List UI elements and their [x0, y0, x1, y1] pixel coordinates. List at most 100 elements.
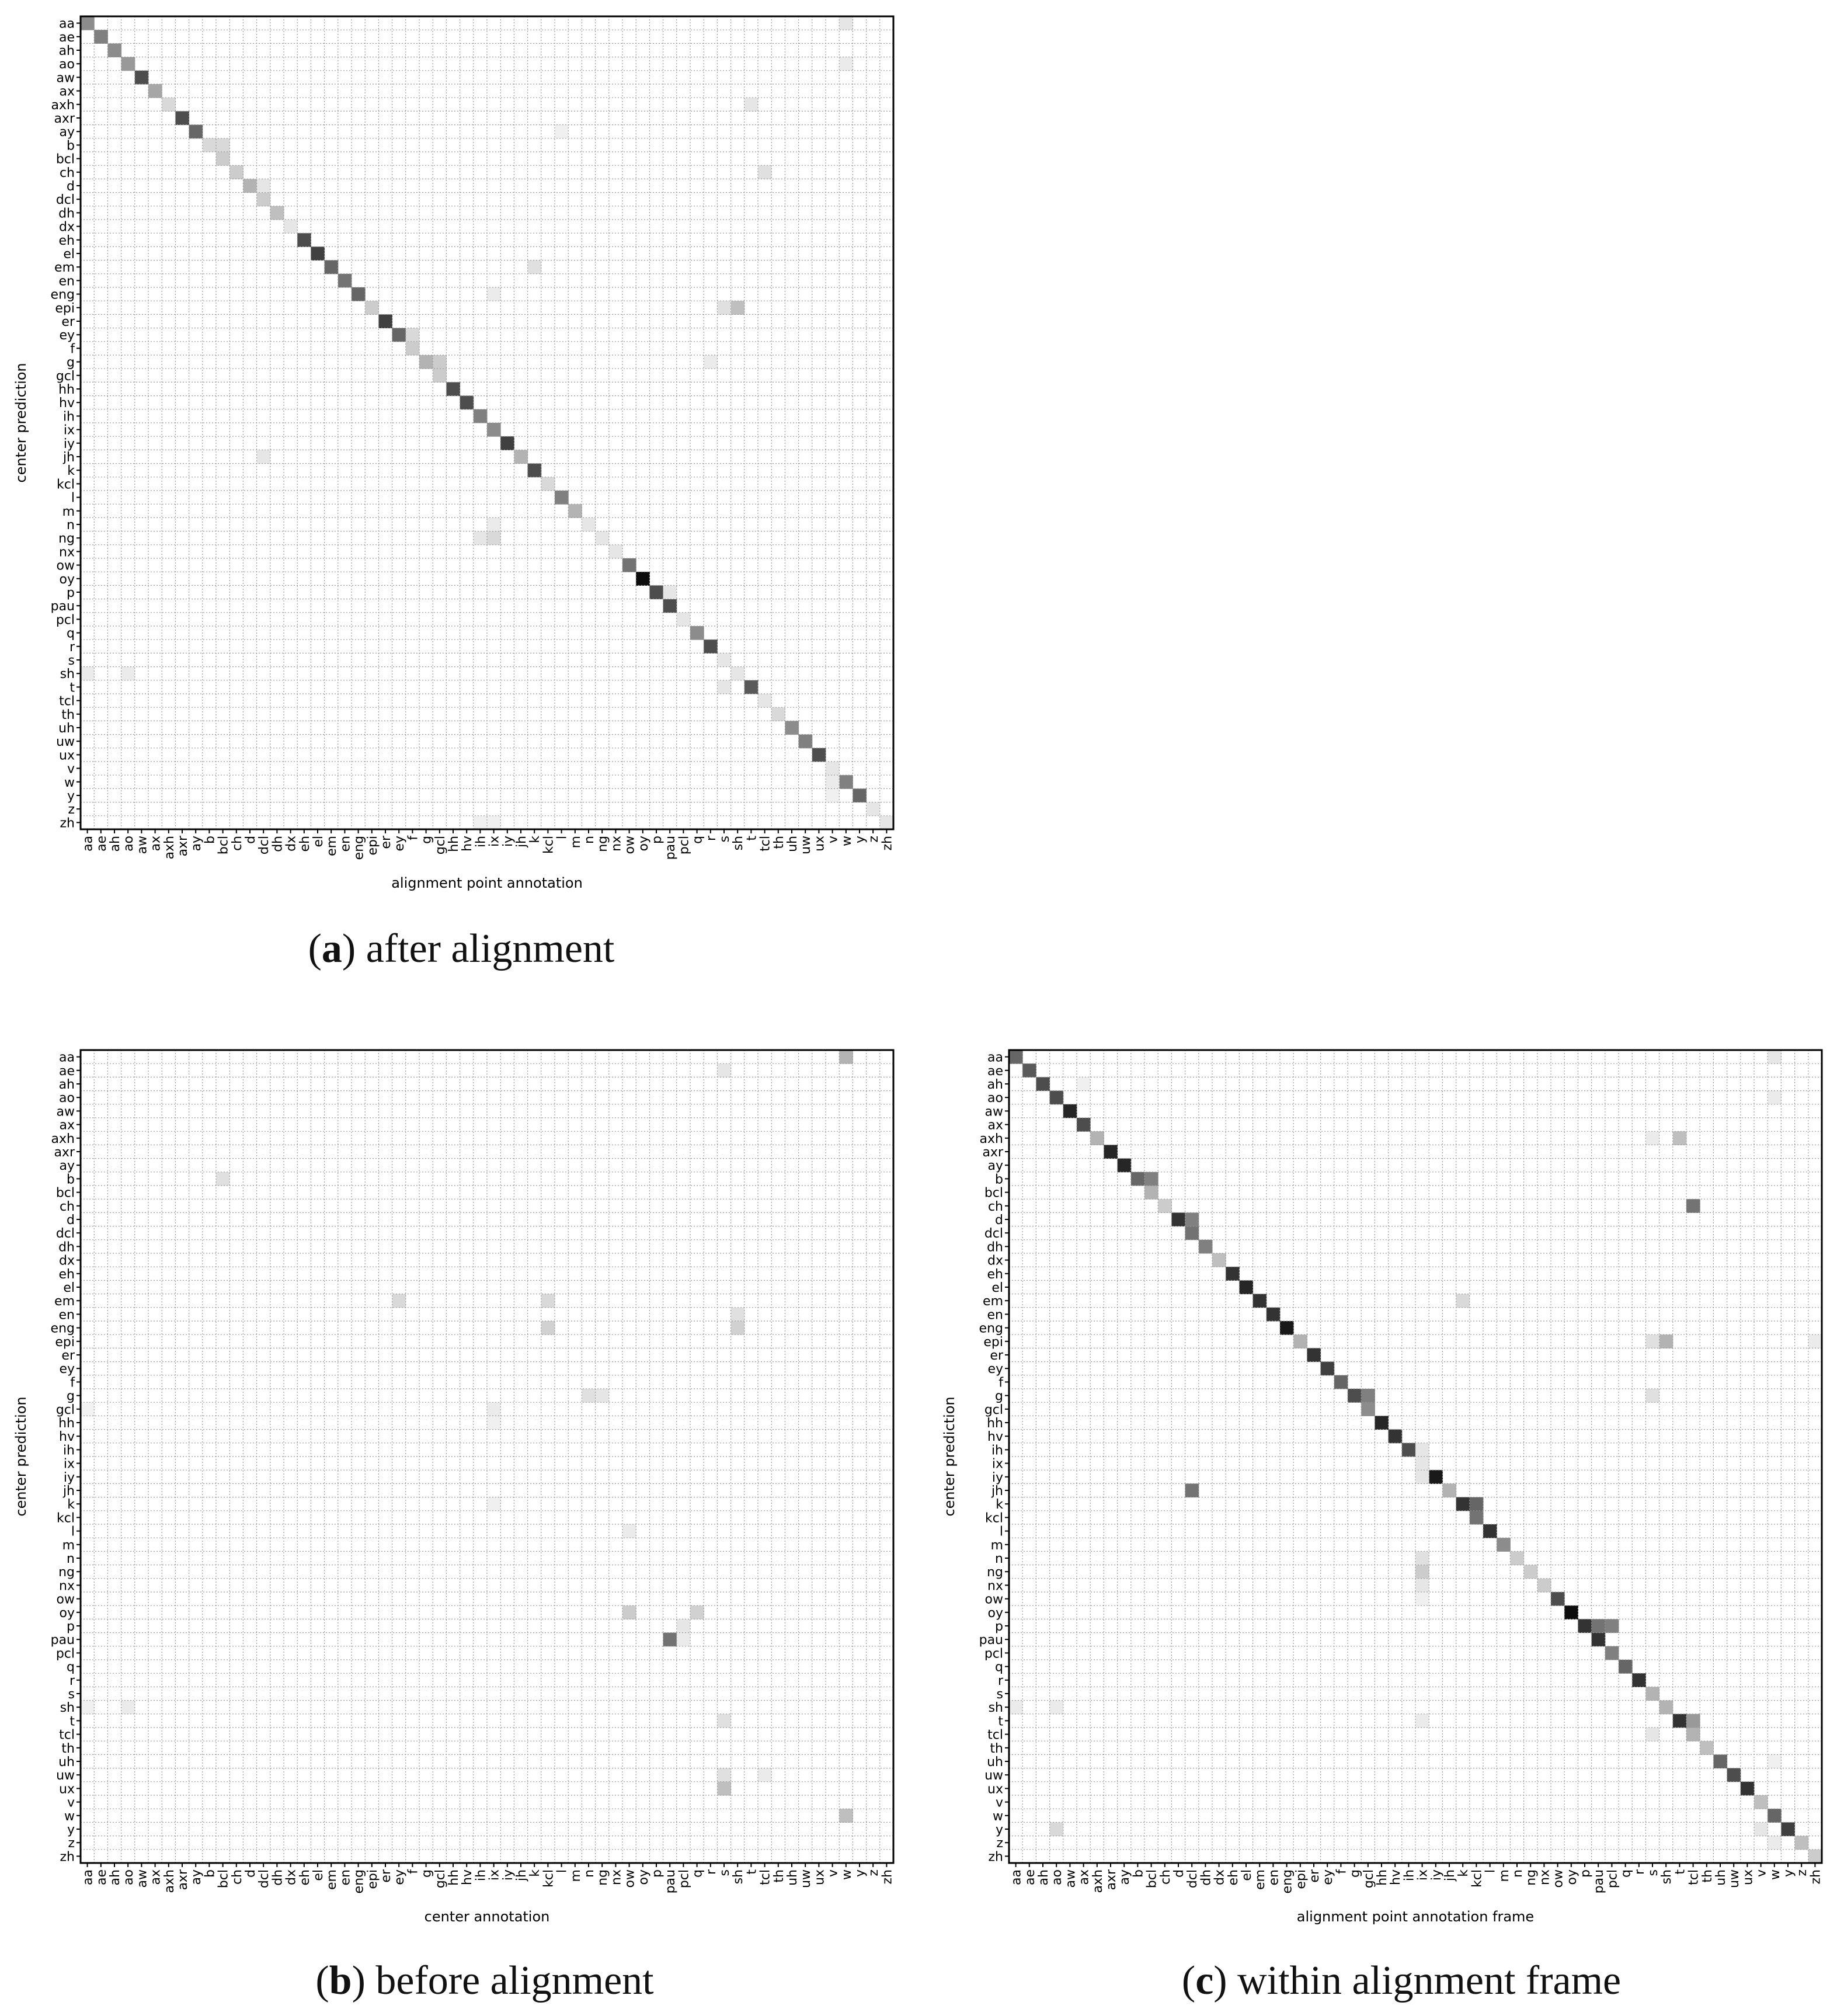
- x-tick-label: er: [1307, 1869, 1322, 1883]
- x-tick-label: axr: [176, 1869, 190, 1890]
- x-tick-label: iy: [501, 1869, 516, 1881]
- heatmap-cell-diagonal: [717, 653, 732, 668]
- heatmap-cell: [527, 260, 542, 274]
- x-tick-label: ay: [189, 1869, 204, 1885]
- heatmap-cell: [1591, 1619, 1606, 1633]
- y-tick-label: dx: [987, 1254, 1003, 1268]
- y-tick-label: ng: [987, 1565, 1003, 1580]
- x-tick-label: w: [840, 836, 854, 846]
- heatmap-cell-diagonal: [1483, 1524, 1497, 1538]
- y-tick-label: f: [70, 342, 75, 356]
- heatmap-cell-diagonal: [365, 301, 379, 315]
- x-tick-label: ch: [230, 1869, 245, 1885]
- y-tick-label: g: [67, 1389, 75, 1404]
- heatmap-cell: [717, 1781, 732, 1796]
- heatmap-cell-diagonal: [419, 355, 433, 369]
- x-tick-label: th: [772, 836, 787, 849]
- y-tick-label: axh: [51, 1132, 75, 1146]
- x-tick-label: ix: [488, 1869, 502, 1881]
- x-tick-label: axr: [176, 835, 190, 857]
- x-tick-label: sh: [1659, 1869, 1674, 1884]
- heatmap-cell-diagonal: [812, 748, 826, 762]
- heatmap-cell: [81, 1700, 95, 1715]
- y-tick-label: iy: [64, 1471, 75, 1485]
- heatmap-cell: [1645, 1334, 1660, 1348]
- x-tick-label: aw: [1063, 1869, 1078, 1888]
- y-tick-label: y: [67, 1823, 75, 1837]
- heatmap-cell: [473, 815, 488, 830]
- heatmap-cell: [121, 1700, 135, 1715]
- y-tick-label: el: [991, 1281, 1003, 1295]
- x-tick-label: kcl: [1470, 1869, 1484, 1888]
- heatmap-cell-diagonal: [514, 450, 528, 464]
- y-tick-label: g: [995, 1389, 1003, 1404]
- y-tick-label: kcl: [985, 1511, 1003, 1525]
- heatmap-cell-diagonal: [1510, 1551, 1525, 1566]
- y-tick-label: v: [996, 1796, 1003, 1810]
- y-tick-label: y: [996, 1823, 1003, 1837]
- y-tick-label: em: [54, 260, 75, 275]
- y-tick-label: axr: [54, 112, 75, 126]
- heatmap-cell: [487, 1497, 501, 1511]
- y-tick-label: iy: [992, 1471, 1003, 1485]
- heatmap-cell-diagonal: [81, 16, 95, 30]
- heatmap-cell-diagonal: [758, 694, 772, 708]
- heatmap-cell: [758, 165, 772, 179]
- x-tick-label: gcl: [433, 1869, 448, 1888]
- heatmap-cell-diagonal: [148, 84, 162, 98]
- x-tick-label: uh: [785, 1869, 800, 1886]
- x-tick-label: g: [420, 1869, 434, 1878]
- y-tick-label: ax: [59, 85, 75, 99]
- heatmap-cell: [1659, 1334, 1673, 1348]
- x-tick-label: ux: [1741, 1869, 1755, 1885]
- heatmap-cell-diagonal: [1090, 1131, 1104, 1145]
- x-tick-label: s: [1646, 1869, 1661, 1876]
- x-tick-label: ah: [108, 836, 123, 851]
- y-tick-label: ah: [987, 1077, 1003, 1092]
- y-tick-label: ao: [59, 57, 75, 72]
- y-tick-label: uh: [987, 1755, 1003, 1770]
- heatmap-cell: [622, 1524, 636, 1538]
- y-tick-label: jh: [62, 1484, 75, 1499]
- x-tick-label: ih: [474, 836, 488, 847]
- x-tick-label: axh: [162, 836, 177, 859]
- heatmap-cell: [826, 775, 840, 789]
- x-tick-label: f: [406, 1869, 420, 1874]
- y-axis-label: center prediction: [13, 363, 29, 482]
- heatmap-cell: [717, 301, 732, 315]
- x-tick-label: w: [840, 1869, 854, 1880]
- heatmap-cell-diagonal: [1727, 1768, 1741, 1782]
- x-tick-label: dx: [284, 836, 299, 851]
- heatmap-cell: [622, 1605, 636, 1619]
- heatmap-cell: [839, 1050, 853, 1064]
- heatmap-cell-diagonal: [1198, 1239, 1213, 1254]
- heatmap-cell: [1361, 1389, 1375, 1403]
- y-tick-label: en: [59, 274, 75, 289]
- y-tick-label: th: [61, 708, 75, 722]
- y-tick-label: epi: [55, 301, 75, 316]
- x-tick-label: ng: [596, 836, 610, 852]
- heatmap-cell-diagonal: [1022, 1063, 1036, 1077]
- y-tick-label: ae: [59, 1064, 75, 1079]
- y-tick-label: ay: [59, 125, 75, 140]
- heatmap-cell: [1768, 1754, 1782, 1769]
- heatmap-cell: [1185, 1212, 1199, 1227]
- x-tick-label: pau: [1592, 1869, 1606, 1893]
- y-tick-label: p: [67, 1619, 75, 1634]
- heatmap-within-alignment-frame: aaaeahaoawaxaxhaxraybbclchddcldhdxehelem…: [941, 1049, 1823, 1925]
- y-tick-label: n: [67, 1552, 75, 1566]
- x-tick-label: hv: [460, 836, 475, 851]
- y-tick-label: kcl: [57, 1511, 75, 1525]
- y-tick-label: w: [64, 1809, 75, 1824]
- x-tick-label: d: [243, 836, 258, 844]
- y-tick-label: ux: [59, 748, 75, 763]
- y-tick-label: s: [68, 1687, 75, 1702]
- x-tick-label: ow: [1551, 1869, 1566, 1888]
- heatmap-cell-diagonal: [1659, 1700, 1673, 1715]
- y-tick-label: l: [71, 1525, 75, 1539]
- heatmap-cell-diagonal: [311, 246, 325, 261]
- x-tick-label: ux: [812, 836, 827, 851]
- heatmap-cell: [582, 1389, 596, 1403]
- y-tick-label: v: [67, 762, 75, 777]
- y-tick-label: dcl: [984, 1226, 1003, 1241]
